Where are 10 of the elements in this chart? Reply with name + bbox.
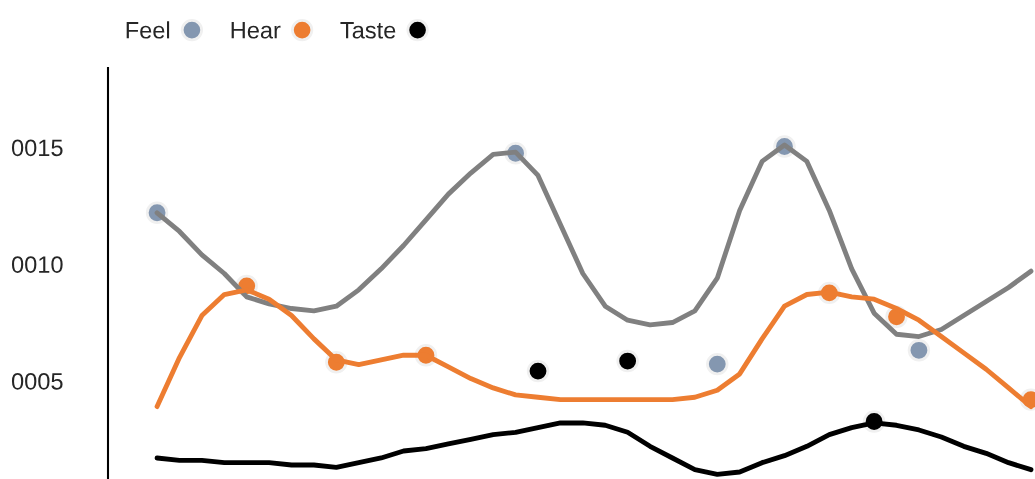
point xyxy=(907,339,931,362)
legend-label: Taste xyxy=(340,22,396,39)
point xyxy=(616,349,639,373)
legend-label: Feel xyxy=(126,21,170,39)
y-tick-label: 0005 xyxy=(11,372,63,390)
point xyxy=(526,359,550,383)
y-tick-label: 0010 xyxy=(11,256,63,273)
y-tick-label: 0015 xyxy=(11,139,63,157)
point xyxy=(706,352,729,376)
legend-label: Hear xyxy=(231,22,281,39)
